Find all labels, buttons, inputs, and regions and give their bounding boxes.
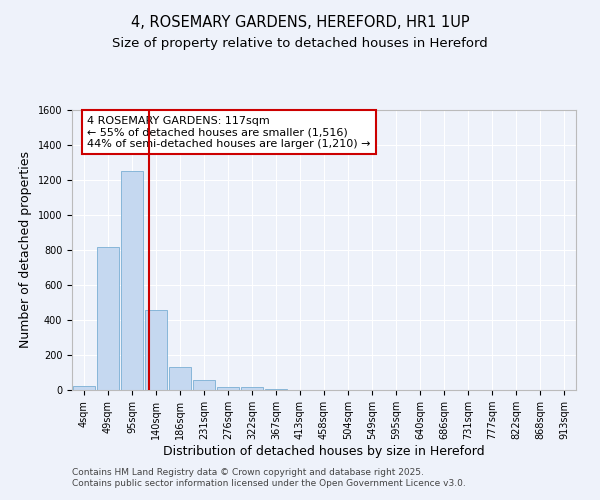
Bar: [145, 310, 167, 390]
X-axis label: Distribution of detached houses by size in Hereford: Distribution of detached houses by size …: [163, 445, 485, 458]
Text: Size of property relative to detached houses in Hereford: Size of property relative to detached ho…: [112, 38, 488, 51]
Text: 4 ROSEMARY GARDENS: 117sqm
← 55% of detached houses are smaller (1,516)
44% of s: 4 ROSEMARY GARDENS: 117sqm ← 55% of deta…: [87, 116, 371, 149]
Bar: [193, 380, 215, 390]
Bar: [217, 386, 239, 390]
Text: Contains HM Land Registry data © Crown copyright and database right 2025.
Contai: Contains HM Land Registry data © Crown c…: [72, 468, 466, 487]
Bar: [169, 367, 191, 390]
Bar: [265, 389, 287, 390]
Text: 4, ROSEMARY GARDENS, HEREFORD, HR1 1UP: 4, ROSEMARY GARDENS, HEREFORD, HR1 1UP: [131, 15, 469, 30]
Y-axis label: Number of detached properties: Number of detached properties: [19, 152, 32, 348]
Bar: [97, 246, 119, 390]
Bar: [241, 388, 263, 390]
Bar: [73, 386, 95, 390]
Bar: [121, 171, 143, 390]
